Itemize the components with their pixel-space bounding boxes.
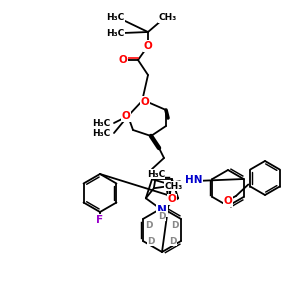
Text: CH₃: CH₃ [165,182,183,191]
Text: O: O [144,41,152,51]
Text: D: D [158,212,166,221]
Text: O: O [141,97,149,107]
Text: HN: HN [185,175,202,185]
Text: H₃C: H₃C [147,170,165,179]
Text: O: O [122,111,130,121]
Text: H₃C: H₃C [92,128,110,137]
Text: F: F [96,215,103,225]
Text: D: D [169,236,176,245]
Text: H₃C: H₃C [106,28,124,38]
Text: D: D [145,220,153,230]
Text: O: O [224,196,232,206]
Text: D: D [171,220,179,230]
Text: O: O [118,55,127,65]
Text: D: D [148,236,155,245]
Text: N: N [157,203,167,217]
Text: O: O [168,194,176,204]
Text: CH₃: CH₃ [159,14,177,22]
Text: H₃C: H₃C [106,14,124,22]
Text: H₃C: H₃C [92,118,110,127]
